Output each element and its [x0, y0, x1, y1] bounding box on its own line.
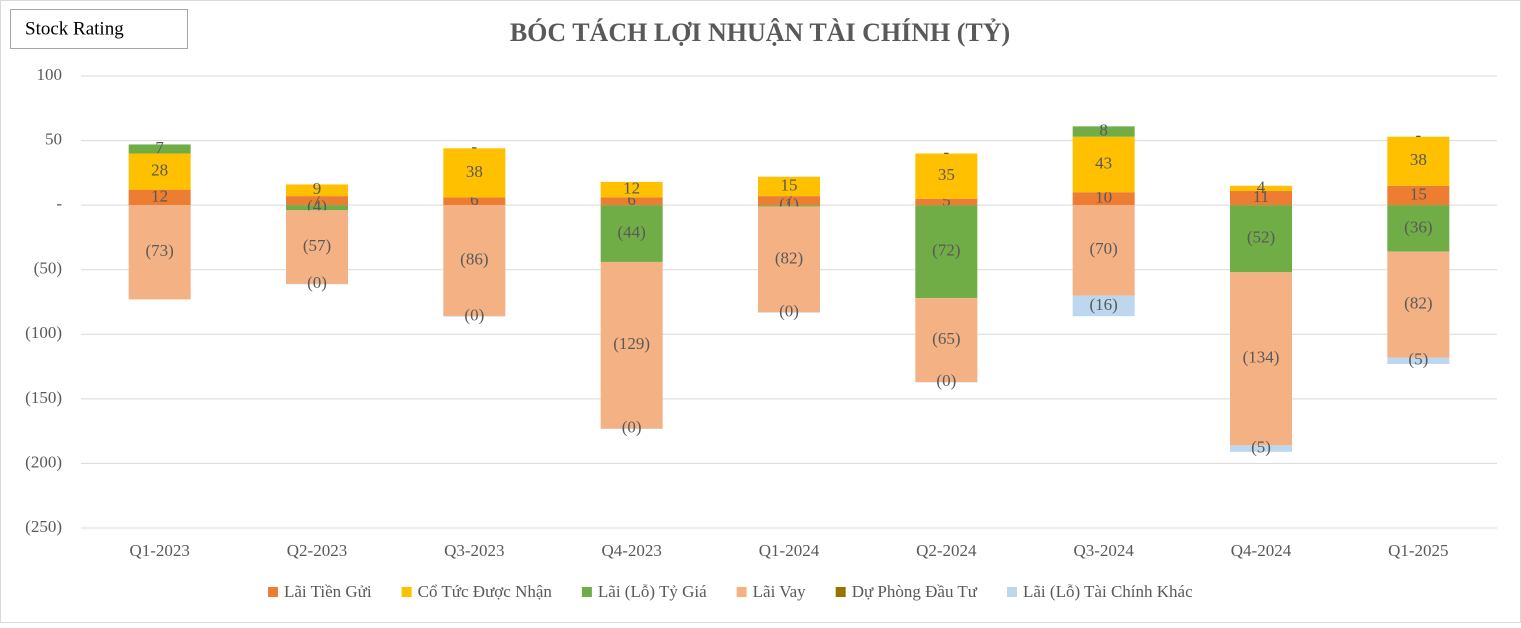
data-label: - [471, 137, 477, 156]
data-label: (70) [1090, 239, 1118, 258]
badge: Stock Rating [25, 18, 124, 39]
data-label: (73) [146, 241, 174, 260]
y-tick-label: (150) [25, 388, 62, 407]
data-label: (0) [779, 301, 799, 320]
data-label: 35 [938, 165, 955, 184]
legend-label: Lãi Vay [753, 582, 807, 601]
data-label: 38 [466, 162, 483, 181]
data-label: (65) [932, 329, 960, 348]
y-tick-label: (200) [25, 452, 62, 471]
data-label: 4 [1257, 177, 1266, 196]
data-label: (72) [932, 241, 960, 260]
data-label: - [1415, 126, 1421, 145]
data-label: (44) [618, 222, 646, 241]
data-label: (82) [1404, 293, 1432, 312]
legend-label: Cổ Tức Được Nhận [418, 582, 553, 601]
data-label: (82) [775, 248, 803, 267]
y-tick-label: 100 [37, 65, 63, 84]
data-label: (0) [307, 273, 327, 292]
data-label: 38 [1410, 150, 1427, 169]
y-tick-label: (50) [34, 259, 62, 278]
data-label: 15 [1410, 184, 1427, 203]
x-tick-label: Q1-2023 [129, 541, 189, 560]
legend-swatch [1007, 587, 1017, 597]
data-label: 15 [781, 175, 798, 194]
data-label: (52) [1247, 228, 1275, 247]
data-label: 43 [1095, 153, 1112, 172]
x-tick-label: Q2-2024 [916, 541, 977, 560]
data-label: 9 [313, 179, 322, 198]
legend-swatch [268, 587, 278, 597]
x-tick-label: Q3-2024 [1073, 541, 1134, 560]
x-tick-label: Q1-2024 [759, 541, 820, 560]
y-tick-label: (100) [25, 323, 62, 342]
x-tick-label: Q3-2023 [444, 541, 504, 560]
y-tick-label: (250) [25, 517, 62, 536]
data-label: (5) [1251, 437, 1271, 456]
legend-label: Dự Phòng Đầu Tư [852, 582, 978, 601]
data-label: (0) [464, 305, 484, 324]
data-label: (134) [1243, 348, 1280, 367]
legend-swatch [737, 587, 747, 597]
data-label: (16) [1090, 295, 1118, 314]
data-label: 12 [623, 179, 640, 198]
data-label: 8 [1099, 120, 1108, 139]
legend-swatch [402, 587, 412, 597]
data-label: 28 [151, 160, 168, 179]
data-label: (86) [460, 250, 488, 269]
data-label: (57) [303, 236, 331, 255]
legend-label: Lãi (Lỗ) Tài Chính Khác [1023, 582, 1193, 601]
data-label: (0) [622, 418, 642, 437]
data-label: 7 [155, 138, 164, 157]
y-tick-label: 50 [45, 129, 62, 148]
data-label: - [943, 142, 949, 161]
legend-swatch [836, 587, 846, 597]
data-label: (129) [613, 334, 650, 353]
legend-label: Lãi (Lỗ) Tỷ Giá [598, 582, 707, 601]
data-label: (36) [1404, 217, 1432, 236]
legend-swatch [582, 587, 592, 597]
x-tick-label: Q4-2023 [601, 541, 661, 560]
x-tick-label: Q1-2025 [1388, 541, 1448, 560]
data-label: (5) [1408, 350, 1428, 369]
legend-label: Lãi Tiền Gửi [284, 582, 372, 601]
x-tick-label: Q2-2023 [287, 541, 347, 560]
data-label: (0) [936, 371, 956, 390]
x-tick-label: Q4-2024 [1231, 541, 1292, 560]
chart-title: BÓC TÁCH LỢI NHUẬN TÀI CHÍNH (TỶ) [510, 18, 1010, 47]
y-tick-label: - [56, 194, 62, 213]
